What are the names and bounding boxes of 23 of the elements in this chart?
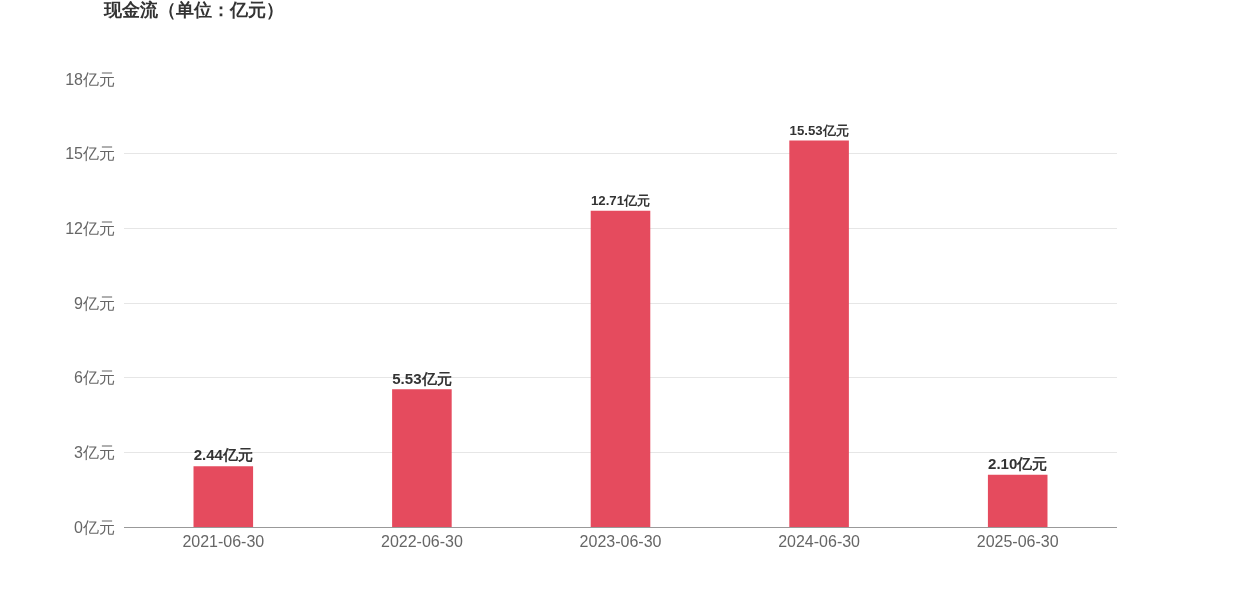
data-label: 15.53亿元 bbox=[789, 123, 849, 138]
bar bbox=[392, 389, 452, 527]
data-label: 12.71亿元 bbox=[590, 193, 651, 209]
y-tick-label: 6亿元 bbox=[74, 369, 115, 387]
data-label: 5.53亿元 bbox=[392, 369, 452, 387]
chart-title: 现金流（单位：亿元） bbox=[103, 0, 284, 20]
bar bbox=[789, 140, 849, 527]
y-tick-label: 0亿元 bbox=[74, 518, 115, 536]
x-tick-label: 2021-06-30 bbox=[182, 533, 265, 551]
bar bbox=[987, 474, 1048, 527]
y-tick-label: 18亿元 bbox=[65, 70, 115, 88]
bar bbox=[590, 210, 651, 527]
data-label: 2.44亿元 bbox=[193, 446, 253, 464]
x-tick-label: 2022-06-30 bbox=[380, 533, 463, 551]
x-tick-label: 2025-06-30 bbox=[976, 533, 1059, 551]
y-tick-label: 3亿元 bbox=[74, 443, 115, 461]
x-tick-label: 2024-06-30 bbox=[778, 533, 861, 551]
y-tick-label: 9亿元 bbox=[74, 294, 115, 312]
y-tick-label: 12亿元 bbox=[65, 219, 115, 237]
bar bbox=[193, 466, 254, 527]
data-label: 2.10亿元 bbox=[988, 454, 1048, 472]
x-tick-label: 2023-06-30 bbox=[579, 533, 662, 551]
y-tick-label: 15亿元 bbox=[65, 145, 115, 163]
